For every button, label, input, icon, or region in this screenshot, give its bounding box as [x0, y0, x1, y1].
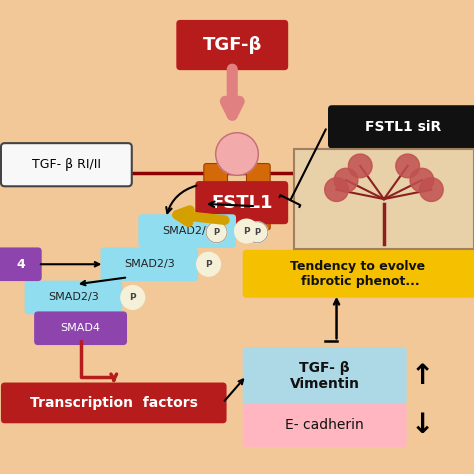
- Bar: [294, 149, 474, 249]
- FancyBboxPatch shape: [195, 181, 288, 224]
- Text: TGF-β: TGF-β: [202, 36, 262, 54]
- FancyBboxPatch shape: [0, 247, 42, 281]
- FancyBboxPatch shape: [204, 164, 228, 230]
- Circle shape: [419, 178, 443, 201]
- FancyBboxPatch shape: [243, 404, 407, 447]
- Text: 4: 4: [17, 258, 25, 271]
- Circle shape: [334, 168, 358, 192]
- Text: SMAD4: SMAD4: [61, 323, 100, 333]
- Circle shape: [325, 178, 348, 201]
- FancyBboxPatch shape: [1, 143, 132, 186]
- Circle shape: [348, 154, 372, 178]
- Text: Tendency to evolve 
fibrotic phenot...: Tendency to evolve fibrotic phenot...: [291, 260, 430, 288]
- Text: P: P: [205, 260, 212, 269]
- FancyBboxPatch shape: [243, 347, 407, 404]
- Text: SMAD2/3: SMAD2/3: [162, 226, 213, 236]
- Text: TGF- β RI/II: TGF- β RI/II: [32, 158, 101, 171]
- Text: TGF- β
Vimentin: TGF- β Vimentin: [290, 361, 360, 391]
- FancyBboxPatch shape: [246, 164, 270, 230]
- Circle shape: [197, 252, 220, 276]
- FancyBboxPatch shape: [176, 20, 288, 70]
- FancyBboxPatch shape: [138, 214, 236, 248]
- Text: Transcription  factors: Transcription factors: [30, 396, 198, 410]
- Text: ↓: ↓: [410, 411, 434, 439]
- Text: FSTL1: FSTL1: [211, 194, 273, 211]
- Text: SMAD2/3: SMAD2/3: [48, 292, 99, 302]
- FancyBboxPatch shape: [1, 383, 227, 423]
- FancyBboxPatch shape: [100, 247, 198, 281]
- FancyBboxPatch shape: [25, 281, 122, 314]
- Circle shape: [410, 168, 434, 192]
- Circle shape: [216, 133, 258, 175]
- Circle shape: [396, 154, 419, 178]
- Circle shape: [206, 222, 227, 243]
- Text: SMAD2/3: SMAD2/3: [124, 259, 175, 269]
- Text: P: P: [243, 227, 250, 236]
- Circle shape: [247, 222, 268, 243]
- Text: FSTL1 siR: FSTL1 siR: [365, 120, 441, 134]
- Text: E- cadherin: E- cadherin: [285, 419, 364, 432]
- FancyBboxPatch shape: [34, 311, 127, 345]
- FancyBboxPatch shape: [243, 250, 474, 298]
- Circle shape: [235, 219, 258, 243]
- Circle shape: [121, 285, 145, 310]
- FancyBboxPatch shape: [328, 105, 474, 148]
- Text: ↑: ↑: [410, 362, 434, 390]
- Text: P: P: [129, 293, 136, 302]
- Text: P: P: [255, 228, 260, 237]
- Text: P: P: [214, 228, 219, 237]
